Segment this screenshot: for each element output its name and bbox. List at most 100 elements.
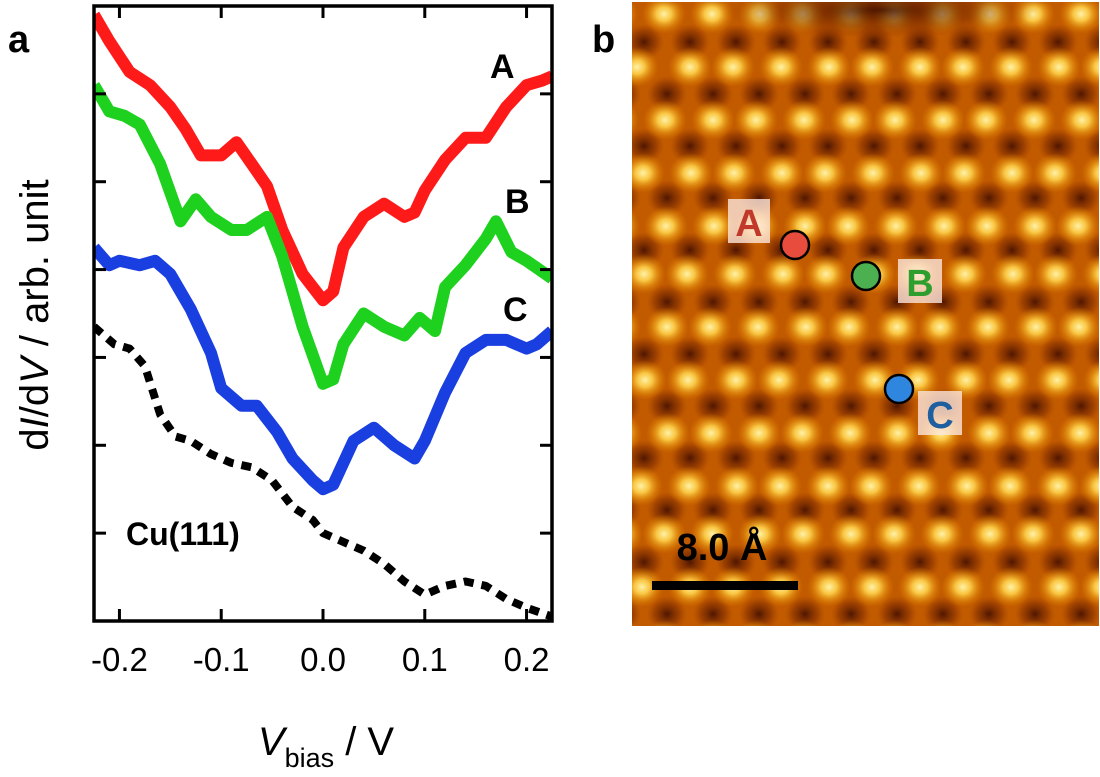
y-axis-title: dI/dV / arb. unit (13, 179, 57, 450)
stm-protrusion (850, 47, 894, 87)
stm-protrusion (736, 307, 780, 347)
x-ticks: -0.2 -0.1 0.0 0.1 0.2 (91, 6, 549, 678)
stm-protrusion (714, 360, 758, 400)
stm-protrusion (990, 153, 1034, 193)
stm-protrusion (632, 2, 638, 28)
x-axis-title: Vbias / V (258, 720, 395, 773)
stm-protrusion (897, 466, 941, 506)
stm-protrusion (964, 100, 1008, 140)
stm-protrusion (632, 567, 664, 607)
stm-depression (578, 232, 618, 268)
stm-protrusion (918, 307, 962, 347)
stm-depression (1061, 180, 1099, 216)
stm-protrusion (807, 567, 851, 607)
stm-protrusion (1079, 466, 1099, 506)
x-tick-label: 0.2 (504, 641, 550, 678)
stm-protrusion (632, 622, 638, 626)
scale-bar-label: 8.0 Å (677, 525, 768, 569)
stm-protrusion (806, 466, 850, 506)
stm-protrusion (632, 416, 642, 450)
scale-bar (652, 581, 798, 590)
stm-protrusion (872, 514, 916, 554)
stm-protrusion (632, 47, 659, 87)
stm-depression (1015, 596, 1055, 626)
stm-protrusion (1012, 100, 1056, 140)
stm-protrusion (734, 100, 778, 140)
stm-depression (854, 440, 894, 476)
stm-protrusion (1056, 206, 1099, 246)
stm-protrusion (941, 47, 985, 87)
stm-protrusion (757, 360, 801, 400)
stm-protrusion (690, 514, 734, 554)
stm-protrusion (784, 307, 828, 347)
stm-depression (992, 648, 1032, 684)
stm-protrusion (941, 567, 985, 607)
stm-protrusion (1011, 514, 1055, 554)
stm-protrusion (1083, 360, 1099, 400)
stm-protrusion (942, 153, 986, 193)
stm-lattice (555, 0, 1099, 684)
stm-protrusion (991, 254, 1035, 294)
stm-protrusion (780, 413, 824, 453)
site-label-c-box (918, 391, 962, 435)
stm-depression (578, 648, 618, 684)
stm-protrusion (836, 620, 868, 626)
y-ticks (94, 92, 552, 535)
site-label-a: A (735, 203, 762, 245)
stm-depression (716, 648, 756, 684)
stm-protrusion (807, 47, 851, 87)
stm-protrusion (944, 360, 988, 400)
site-label-c: C (926, 395, 953, 437)
stm-protrusion (874, 206, 918, 246)
stm-protrusion (879, 620, 911, 626)
stm-protrusion (632, 105, 639, 135)
stm-dark-region (720, 2, 1040, 38)
stm-protrusion (1066, 620, 1098, 626)
series-line-1 (94, 11, 552, 307)
stm-protrusion (738, 514, 782, 554)
series-line-2 (94, 82, 552, 390)
series-line-3 (94, 243, 552, 496)
stm-protrusion (666, 360, 710, 400)
stm-protrusion (898, 567, 942, 607)
stm-depression (785, 596, 825, 626)
stm-protrusion (873, 100, 917, 140)
stm-protrusion (850, 567, 894, 607)
stm-protrusion (782, 100, 826, 140)
stm-protrusion (875, 307, 919, 347)
stm-protrusion (927, 620, 959, 626)
stm-protrusion (1018, 620, 1050, 626)
stm-protrusion (1081, 153, 1099, 193)
stm-depression (578, 336, 618, 372)
stm-protrusion (804, 254, 848, 294)
stm-protrusion (632, 254, 666, 294)
stm-depression (647, 180, 687, 216)
stm-depression (555, 0, 595, 8)
site-label-b-box (898, 259, 942, 303)
stm-protrusion (989, 567, 1033, 607)
stm-depression (854, 648, 894, 684)
y-axis-title-part-v: V (13, 354, 57, 384)
stm-protrusion (692, 206, 736, 246)
stm-protrusion (1035, 360, 1079, 400)
stm-depression (877, 180, 917, 216)
stm-protrusion (712, 153, 756, 193)
x-axis-title-main: V (258, 720, 288, 764)
y-axis-title-part-i: I (13, 417, 57, 428)
stm-depression (1038, 648, 1078, 684)
stm-protrusion (1058, 413, 1099, 453)
stm-protrusion (876, 413, 920, 453)
stm-protrusion (805, 360, 849, 400)
stm-protrusion (632, 153, 665, 193)
y-axis-title-part-dv: /d (13, 384, 57, 417)
stm-protrusion (667, 466, 711, 506)
series-label-b: B (505, 183, 530, 221)
stm-protrusion (759, 47, 803, 87)
stm-depression (900, 648, 940, 684)
stm-depression (877, 596, 917, 626)
stm-protrusion (826, 206, 870, 246)
stm-protrusion (987, 360, 1031, 400)
stm-protrusion (1034, 254, 1078, 294)
y-axis-title-part-unit: / arb. unit (13, 179, 57, 357)
